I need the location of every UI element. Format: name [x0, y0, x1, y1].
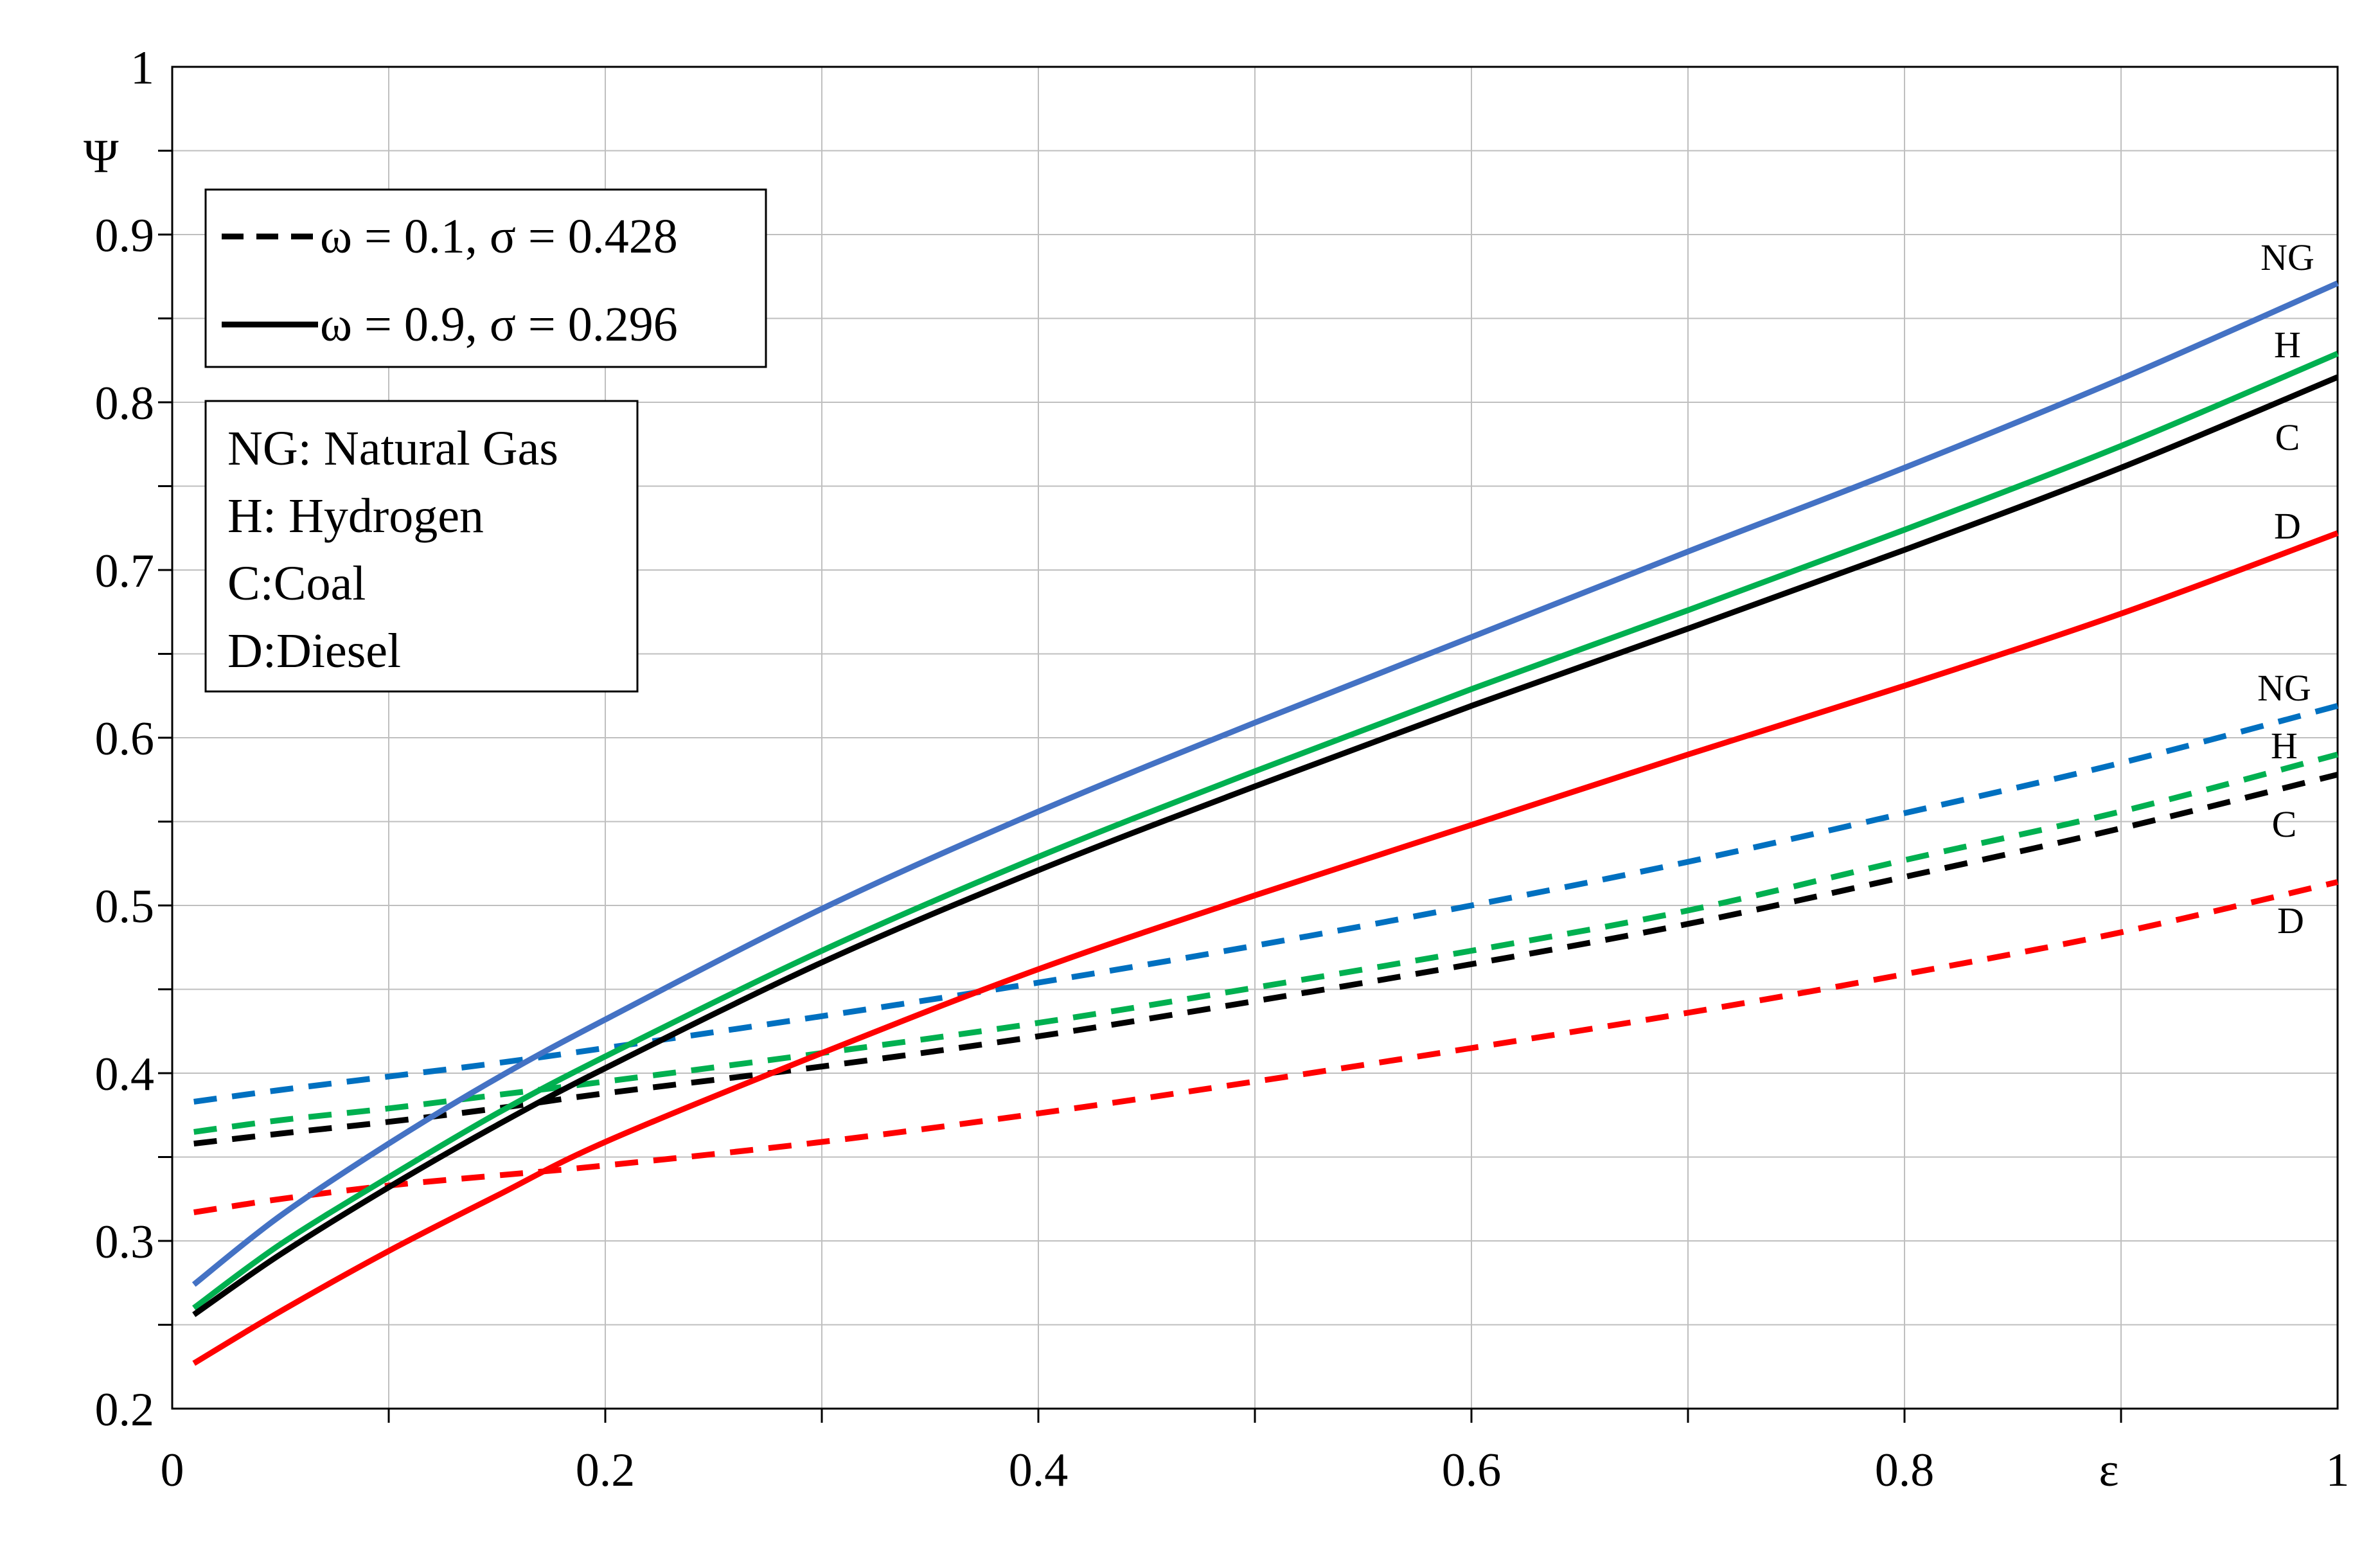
series-line-h-dashed [193, 751, 2339, 1135]
x-tick-label: 0.4 [1009, 1444, 1069, 1497]
fuel-key-line: H: Hydrogen [227, 489, 484, 543]
y-tick-label: 0.2 [95, 1384, 155, 1436]
series-line-ng-dashed [193, 703, 2339, 1105]
series-end-label-c-dashed: C [2272, 803, 2297, 845]
x-tick-label: 0.2 [576, 1444, 635, 1497]
y-tick-labels: 0.2 0.3 0.4 0.5 0.6 0.7 0.8 0.9 1 [95, 42, 155, 1436]
y-axis-label: Ψ [84, 130, 119, 183]
series-end-label-c-solid: C [2275, 416, 2300, 458]
x-tick-label: 0.6 [1442, 1444, 1502, 1497]
y-tick-label: 0.4 [95, 1048, 155, 1101]
legend-entry-dashed: ω = 0.1, σ = 0.428 [320, 209, 678, 263]
series-line-d-dashed [193, 879, 2339, 1216]
x-tick-label: 0 [161, 1444, 184, 1497]
y-tick-label: 0.5 [95, 880, 155, 933]
y-tick-label: 1 [130, 42, 154, 94]
series-line-c-solid [192, 374, 2339, 1317]
series-line-ng-solid [191, 280, 2339, 1287]
series-end-label-ng-dashed: NG [2257, 667, 2311, 709]
series-end-label-d-dashed: D [2277, 900, 2304, 941]
fuel-key: NG: Natural Gas H: Hydrogen C:Coal D:Die… [204, 400, 639, 693]
series-end-label-h-solid: H [2274, 324, 2301, 366]
fuel-key-line: D:Diesel [227, 624, 401, 678]
y-tick-label: 0.7 [95, 545, 155, 598]
series-line-c-dashed [193, 772, 2339, 1147]
grid [172, 67, 2338, 1409]
x-tick-labels: 0 0.2 0.4 0.6 0.8 1 [161, 1444, 2350, 1497]
series-group [191, 280, 2339, 1366]
y-tick-label: 0.3 [95, 1216, 155, 1269]
x-axis-label: ε [2099, 1444, 2118, 1497]
y-tick-label: 0.9 [95, 209, 155, 262]
fuel-key-box [204, 400, 639, 693]
series-line-h-solid [192, 351, 2339, 1311]
y-tick-label: 0.8 [95, 377, 155, 430]
fuel-key-line: NG: Natural Gas [227, 422, 558, 476]
legend: ω = 0.1, σ = 0.428 ω = 0.9, σ = 0.296 [204, 188, 767, 368]
series-end-label-ng-solid: NG [2260, 236, 2314, 278]
tick-marks [158, 150, 2122, 1423]
series-end-label-h-dashed: H [2271, 725, 2298, 767]
x-tick-label: 0.8 [1875, 1444, 1935, 1497]
series-line-d-solid [192, 530, 2339, 1366]
series-end-label-d-solid: D [2274, 505, 2301, 547]
x-tick-label: 1 [2326, 1444, 2350, 1497]
legend-entry-solid: ω = 0.9, σ = 0.296 [320, 298, 678, 352]
y-tick-label: 0.6 [95, 713, 155, 765]
legend-box [204, 188, 767, 368]
fuel-key-line: C:Coal [227, 557, 366, 610]
